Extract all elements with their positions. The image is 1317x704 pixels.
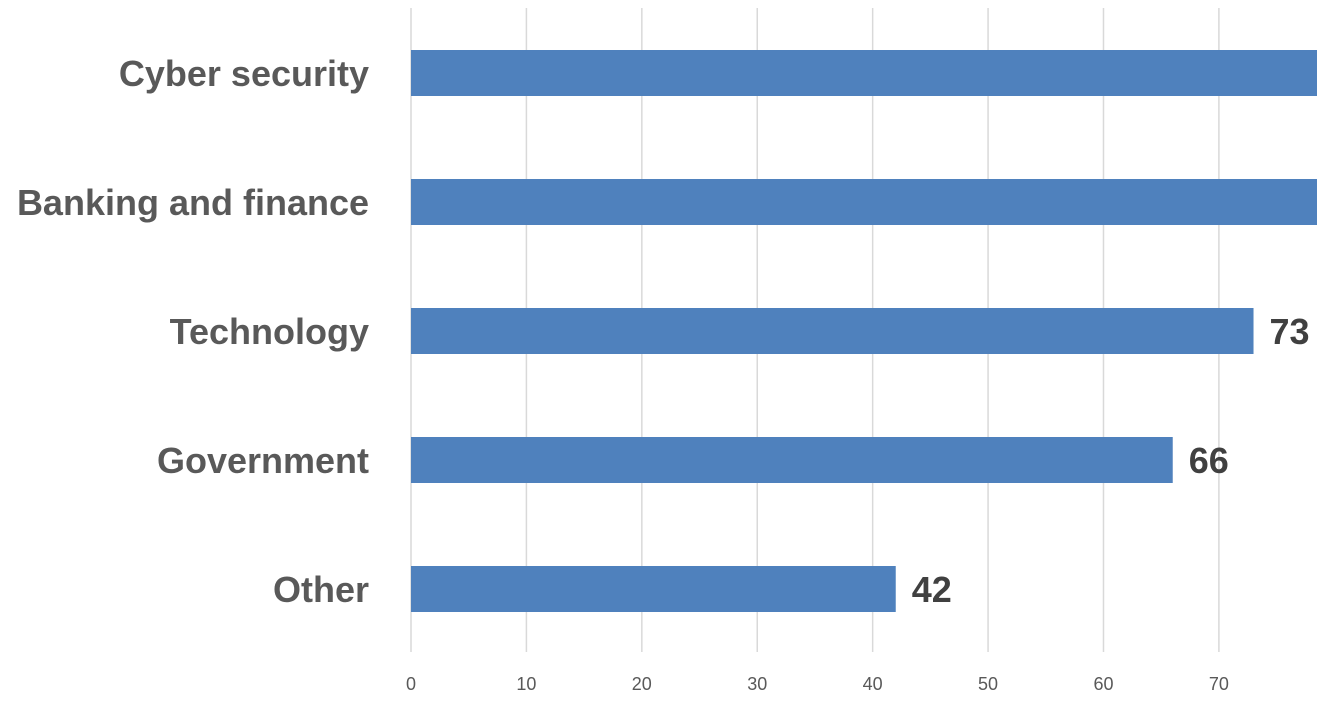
data-label: 42 xyxy=(912,569,952,610)
x-tick-label: 20 xyxy=(632,674,652,694)
data-labels: 73 66 42 xyxy=(912,311,1310,610)
category-label: Government xyxy=(157,440,369,481)
x-tick-label: 30 xyxy=(747,674,767,694)
x-tick-label: 60 xyxy=(1093,674,1113,694)
x-tick-label: 10 xyxy=(516,674,536,694)
category-label: Cyber security xyxy=(119,53,369,94)
x-tick-label: 70 xyxy=(1209,674,1229,694)
x-axis-ticks: 0 10 20 30 40 50 60 70 xyxy=(406,674,1229,694)
x-tick-label: 50 xyxy=(978,674,998,694)
bar-government xyxy=(411,437,1173,483)
bar-cyber-security xyxy=(411,50,1317,96)
data-label: 73 xyxy=(1270,311,1310,352)
data-label: 66 xyxy=(1189,440,1229,481)
bar-technology xyxy=(411,308,1254,354)
category-label: Other xyxy=(273,569,369,610)
bars xyxy=(411,50,1317,612)
x-tick-label: 0 xyxy=(406,674,416,694)
category-labels: Cyber security Banking and finance Technol… xyxy=(17,53,369,610)
bar-other xyxy=(411,566,896,612)
category-label: Technology xyxy=(170,311,369,352)
x-tick-label: 40 xyxy=(863,674,883,694)
bar-banking-and-finance xyxy=(411,179,1317,225)
category-label: Banking and finance xyxy=(17,182,369,223)
